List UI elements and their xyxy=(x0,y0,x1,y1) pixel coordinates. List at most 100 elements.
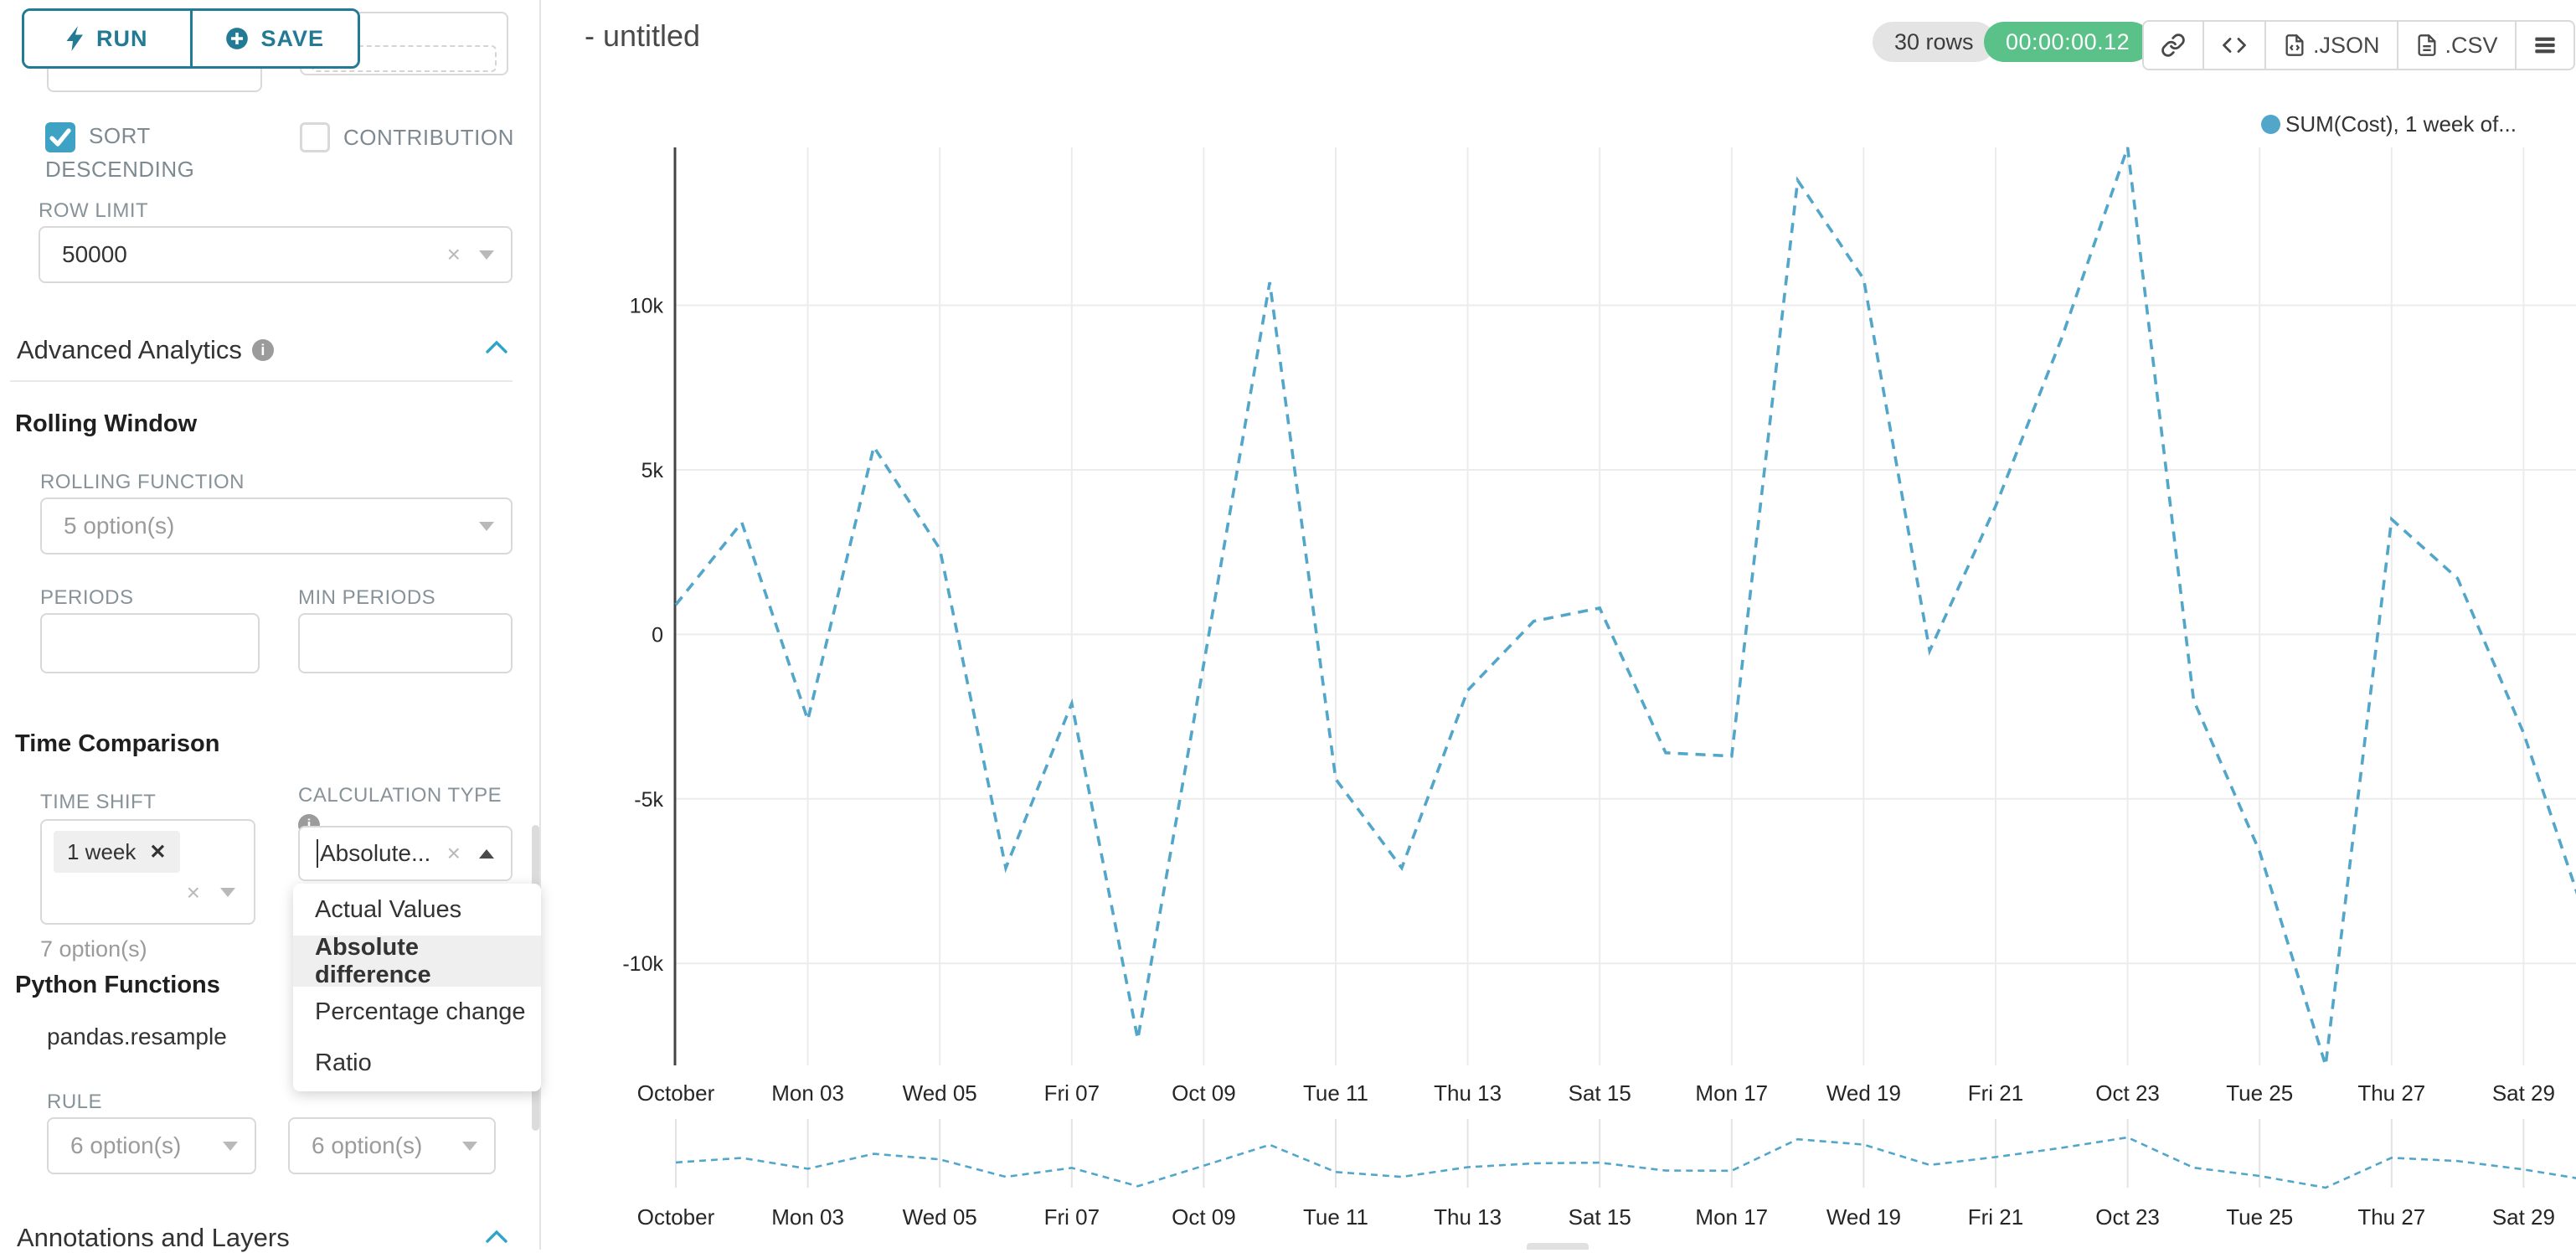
panel-divider xyxy=(539,0,541,1250)
row-limit-select[interactable]: 50000 × xyxy=(39,226,513,283)
chevron-up-icon[interactable] xyxy=(486,340,507,353)
file-code-icon xyxy=(2285,34,2304,56)
check-icon xyxy=(49,128,71,147)
svg-text:Sat 29: Sat 29 xyxy=(2492,1080,2555,1106)
contribution-checkbox[interactable] xyxy=(300,122,330,152)
min-periods-input[interactable] xyxy=(298,613,513,673)
svg-text:Sat 15: Sat 15 xyxy=(1569,1204,1631,1230)
y-gridlines xyxy=(675,304,2576,965)
svg-text:10k: 10k xyxy=(630,295,664,318)
svg-text:Thu 27: Thu 27 xyxy=(2357,1080,2425,1106)
code-icon xyxy=(2223,38,2246,53)
rolling-function-select[interactable]: 5 option(s) xyxy=(40,498,513,554)
rolling-window-title: Rolling Window xyxy=(15,410,198,437)
svg-text:Wed 19: Wed 19 xyxy=(1826,1204,1901,1230)
chevron-up-icon[interactable] xyxy=(479,848,494,859)
time-shift-select[interactable]: 1 week ✕ × xyxy=(40,819,255,925)
clear-icon[interactable]: × xyxy=(186,879,200,905)
svg-text:Wed 05: Wed 05 xyxy=(903,1080,977,1106)
legend-series-dot xyxy=(2261,115,2280,134)
run-label: RUN xyxy=(96,25,148,51)
save-label: SAVE xyxy=(260,25,325,51)
json-label: .JSON xyxy=(2313,32,2380,58)
calculation-type-select[interactable]: Absolute... × xyxy=(298,826,513,881)
export-json-button[interactable]: .JSON xyxy=(2264,22,2397,69)
svg-text:October: October xyxy=(637,1204,715,1230)
contribution-label: CONTRIBUTION xyxy=(343,125,514,150)
svg-text:Oct 23: Oct 23 xyxy=(2095,1080,2160,1106)
info-icon: i xyxy=(251,339,274,361)
calculation-type-value: Absolute... xyxy=(320,840,431,866)
hamburger-icon xyxy=(2534,37,2555,54)
run-button[interactable]: RUN xyxy=(24,11,190,66)
svg-text:Fri 07: Fri 07 xyxy=(1044,1080,1100,1106)
x-gridlines xyxy=(806,147,2525,1065)
run-save-button-group: RUN SAVE xyxy=(22,8,360,69)
menu-item-ratio[interactable]: Ratio xyxy=(315,1049,372,1076)
svg-text:Tue 25: Tue 25 xyxy=(2226,1204,2293,1230)
svg-text:Fri 21: Fri 21 xyxy=(1968,1080,2023,1106)
advanced-analytics-title: Advanced Analytics xyxy=(17,335,242,364)
chevron-down-icon[interactable] xyxy=(220,888,235,897)
menu-item-absolute-difference[interactable]: Absolute difference xyxy=(293,934,541,988)
time-shift-label: TIME SHIFT xyxy=(40,791,157,813)
mini-preview-line[interactable] xyxy=(675,1136,2576,1189)
x-tick-labels: October Mon 03 Wed 05 Fri 07 Oct 09 Tue 11 Thu… xyxy=(637,1080,2555,1106)
svg-text:Oct 23: Oct 23 xyxy=(2095,1204,2160,1230)
rolling-function-label: ROLLING FUNCTION xyxy=(40,471,245,493)
clear-icon[interactable]: × xyxy=(446,241,461,267)
main-series-line[interactable] xyxy=(674,147,2576,1066)
copy-link-button[interactable] xyxy=(2144,22,2202,69)
file-text-icon xyxy=(2418,34,2436,56)
menu-item-percentage-change[interactable]: Percentage change xyxy=(315,998,526,1025)
svg-text:Tue 25: Tue 25 xyxy=(2226,1080,2293,1106)
svg-text:Mon 03: Mon 03 xyxy=(771,1204,844,1230)
rolling-function-placeholder: 5 option(s) xyxy=(64,513,175,539)
menu-item-actual-values[interactable]: Actual Values xyxy=(315,896,462,923)
chart-toolbar: .JSON .CSV xyxy=(2142,20,2575,70)
svg-text:Mon 17: Mon 17 xyxy=(1695,1204,1768,1230)
pandas-resample-label: pandas.resample xyxy=(47,1024,227,1049)
svg-text:Thu 13: Thu 13 xyxy=(1434,1080,1502,1106)
clear-icon[interactable]: × xyxy=(446,840,461,866)
save-button[interactable]: SAVE xyxy=(189,11,358,66)
chevron-up-icon[interactable] xyxy=(486,1230,507,1243)
svg-text:Oct 09: Oct 09 xyxy=(1172,1204,1236,1230)
row-limit-label: ROW LIMIT xyxy=(39,199,149,222)
chevron-down-icon[interactable] xyxy=(479,521,494,531)
legend[interactable]: SUM(Cost), 1 week of... xyxy=(2261,111,2517,137)
tag-remove-icon[interactable]: ✕ xyxy=(149,840,167,864)
svg-text:Tue 11: Tue 11 xyxy=(1303,1204,1368,1230)
link-icon xyxy=(2161,34,2185,57)
rule-fill-select[interactable]: 6 option(s) xyxy=(288,1117,496,1174)
svg-text:Thu 13: Thu 13 xyxy=(1434,1204,1502,1230)
svg-text:Fri 21: Fri 21 xyxy=(1968,1204,2023,1230)
python-functions-title: Python Functions xyxy=(15,972,220,998)
advanced-analytics-header[interactable]: Advanced Analytics i xyxy=(17,335,274,365)
chevron-down-icon[interactable] xyxy=(479,250,494,260)
rule-select[interactable]: 6 option(s) xyxy=(47,1117,256,1174)
annotations-header[interactable]: Annotations and Layers xyxy=(17,1223,290,1253)
rule-placeholder: 6 option(s) xyxy=(70,1132,182,1158)
embed-code-button[interactable] xyxy=(2202,22,2264,69)
svg-text:5k: 5k xyxy=(641,459,664,482)
chevron-down-icon[interactable] xyxy=(462,1141,477,1151)
chevron-down-icon[interactable] xyxy=(223,1141,238,1151)
sort-descending-checkbox[interactable] xyxy=(45,122,75,152)
annotations-title: Annotations and Layers xyxy=(17,1223,290,1252)
svg-text:Mon 03: Mon 03 xyxy=(771,1080,844,1106)
rule-label: RULE xyxy=(47,1091,103,1113)
more-menu-button[interactable] xyxy=(2514,22,2573,69)
panel-resize-handle[interactable] xyxy=(1527,1243,1589,1250)
svg-text:Fri 07: Fri 07 xyxy=(1044,1204,1100,1230)
text-cursor xyxy=(317,839,318,868)
export-csv-button[interactable]: .CSV xyxy=(2396,22,2515,69)
svg-text:-5k: -5k xyxy=(634,788,663,812)
svg-text:Tue 11: Tue 11 xyxy=(1303,1080,1368,1106)
periods-input[interactable] xyxy=(40,613,260,673)
page-title[interactable]: - untitled xyxy=(585,18,701,53)
calculation-type-dropdown: Actual Values Absolute difference Percenta… xyxy=(293,884,541,1091)
rule-fill-placeholder: 6 option(s) xyxy=(312,1132,423,1158)
time-comparison-title: Time Comparison xyxy=(15,730,220,757)
